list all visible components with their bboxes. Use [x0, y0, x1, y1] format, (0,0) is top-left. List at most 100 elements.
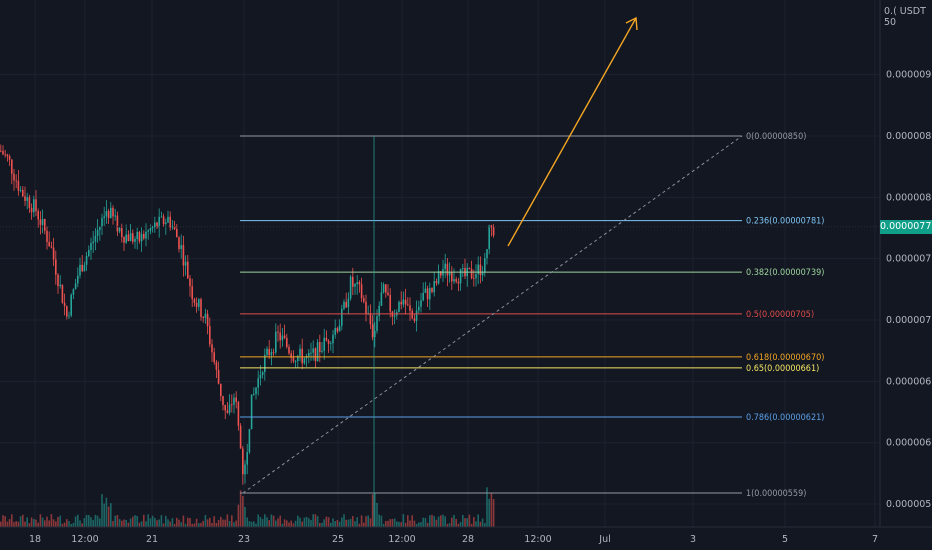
volume-bar: [457, 523, 460, 527]
volume-bar: [490, 492, 493, 527]
candle-body: [402, 299, 405, 305]
fibonacci-retracement[interactable]: 0(0.00000850) 0.236(0.00000781) 0.382(0.00…: [240, 132, 824, 499]
volume-bar: [180, 522, 182, 527]
candle-body: [486, 249, 488, 259]
volume-bar: [154, 517, 156, 527]
candle-body: [59, 284, 61, 287]
candle-body: [246, 452, 248, 465]
candle-body: [325, 337, 328, 341]
candle-body: [158, 216, 160, 228]
candle-body: [352, 276, 354, 287]
volume-bar: [103, 503, 105, 527]
candle-body: [283, 335, 286, 338]
volume-bar: [114, 515, 116, 527]
candle-body: [176, 229, 178, 238]
candle-body: [68, 315, 70, 317]
candle-body: [424, 288, 427, 293]
volume-bar: [332, 518, 334, 527]
candle-body: [459, 268, 462, 284]
volume-bar: [184, 523, 187, 527]
volume-bar: [319, 523, 321, 527]
candle-body: [354, 284, 356, 287]
time-tick-label: 7: [872, 534, 878, 545]
trend-drawings[interactable]: [0, 16, 880, 527]
price-tick-label: 0.00000800: [886, 192, 932, 203]
candle-body: [347, 298, 350, 308]
candle-body: [37, 211, 39, 220]
candle-body: [332, 334, 334, 344]
volume-bar: [303, 517, 306, 527]
time-tick-label: 3: [690, 534, 696, 545]
volume-bar: [112, 520, 114, 527]
time-tick-label: 5: [782, 534, 788, 545]
volume-bar: [308, 518, 310, 527]
candle-body: [484, 258, 486, 273]
volume-bar: [129, 518, 132, 527]
price-axis[interactable]: 0.00000900 0.00000850 0.00000800 0.00000750…: [879, 0, 932, 527]
candle-body: [187, 261, 189, 279]
fib-level-label: 0.65(0.00000661): [746, 364, 819, 374]
volume-bar: [363, 522, 365, 527]
volume-bar: [462, 514, 464, 527]
candle-body: [310, 352, 312, 354]
candle-body: [46, 230, 48, 242]
volume-bar: [19, 516, 22, 527]
volume-bar: [244, 506, 246, 527]
candle-body: [138, 231, 141, 242]
candle-body: [2, 150, 4, 155]
volume-bar: [459, 521, 462, 527]
volume-bar: [330, 522, 332, 527]
volume-bar: [259, 516, 262, 527]
candle-body: [481, 272, 484, 276]
candle-body: [420, 300, 422, 307]
candle-body: [253, 394, 255, 395]
candle-body: [209, 326, 211, 345]
volume-bar: [389, 519, 391, 527]
volume-bar: [33, 519, 35, 527]
candle-body: [143, 233, 145, 239]
candle-body: [479, 264, 482, 276]
candle-body: [363, 298, 365, 302]
candle-body: [374, 330, 376, 338]
volume-bar: [206, 519, 209, 527]
volume-bar: [418, 522, 420, 527]
volume-bar: [341, 517, 343, 527]
time-tick-label: 18: [29, 534, 41, 545]
time-tick-label: 25: [332, 534, 344, 545]
volume-bar: [88, 515, 90, 527]
volume-bar: [253, 521, 255, 527]
volume-bar: [63, 522, 66, 527]
candle-body: [74, 283, 77, 290]
candle-body: [81, 264, 83, 272]
candle-body: [15, 180, 17, 182]
price-tick-label: 0.00000750: [886, 254, 932, 265]
candle-body: [341, 308, 343, 326]
candle-body: [171, 226, 174, 228]
volume-bar: [173, 523, 176, 527]
candle-body: [129, 233, 132, 242]
time-axis[interactable]: 18 12:00 21 23 25 12:00 28 12:00 Jul 3 5 7: [0, 526, 932, 545]
candle-body: [327, 340, 330, 344]
candle-body: [88, 250, 90, 257]
candle-body: [134, 238, 136, 242]
candle-body: [44, 218, 46, 231]
candle-body: [96, 229, 99, 236]
candle-body: [413, 318, 416, 321]
candle-body: [162, 216, 165, 225]
candle-body: [0, 150, 2, 152]
volume-bar: [338, 521, 341, 527]
candle-body: [52, 247, 55, 260]
volume-bar: [413, 520, 416, 527]
volume-bar: [136, 515, 138, 527]
volume-bar: [198, 523, 200, 527]
volume-bar: [92, 519, 94, 527]
volume-bar: [336, 520, 339, 527]
time-tick-label: 28: [462, 534, 474, 545]
candle-body: [26, 197, 28, 201]
candle-body: [127, 234, 130, 242]
candle-body: [475, 273, 477, 279]
volume-bar: [281, 523, 284, 527]
volume-bar: [50, 514, 53, 527]
volume-bar: [402, 514, 405, 527]
